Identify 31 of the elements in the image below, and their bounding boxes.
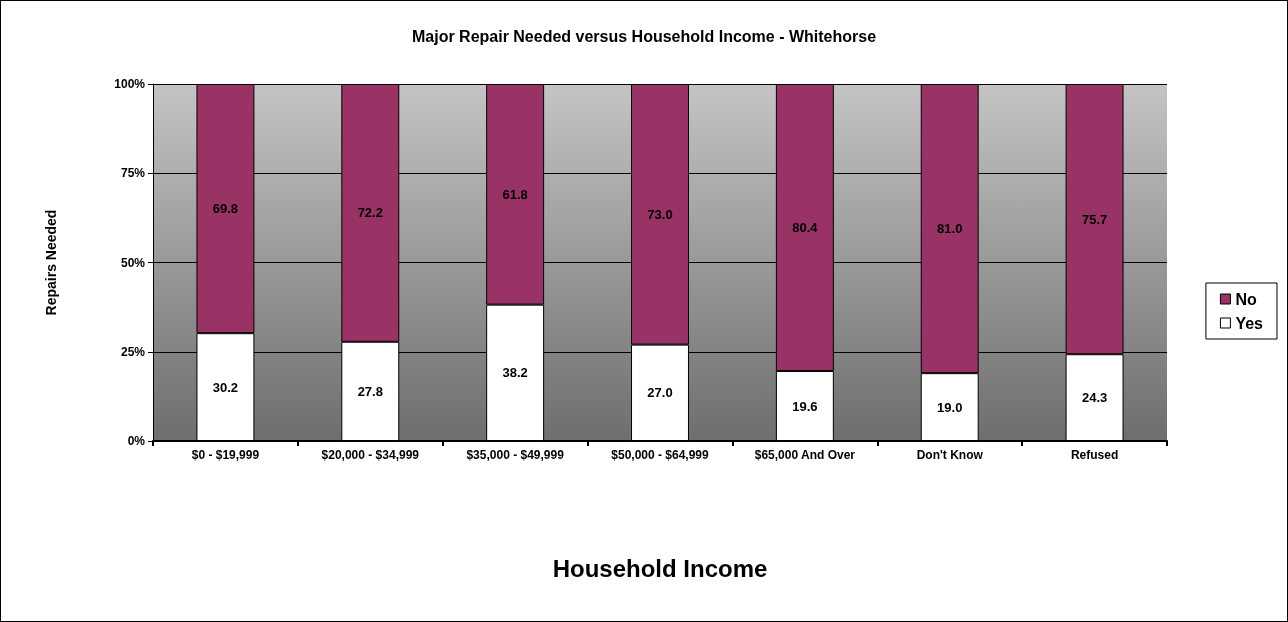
x-tick-label: $0 - $19,999	[191, 448, 260, 462]
data-label: 61.8	[502, 186, 528, 202]
data-label: 30.2	[212, 379, 239, 395]
data-label: 27.0	[647, 385, 673, 401]
data-label: 69.8	[212, 201, 239, 217]
legend-label: Yes	[1235, 314, 1264, 332]
data-label: 81.0	[937, 221, 963, 237]
data-label: 38.2	[502, 365, 528, 381]
x-tick-label: $65,000 And Over	[754, 448, 856, 462]
y-axis-title: Repairs Needed	[43, 209, 59, 316]
y-tick-label: 0%	[127, 434, 146, 448]
x-tick-label: Don't Know	[916, 448, 984, 462]
y-tick-label: 25%	[120, 344, 146, 359]
data-label: 73.0	[647, 206, 673, 222]
chart-title: Major Repair Needed versus Household Income - Whitehorse	[411, 27, 877, 45]
data-label: 24.3	[1081, 390, 1108, 406]
x-tick-label: $50,000 - $64,999	[611, 448, 710, 462]
data-label: 75.7	[1081, 211, 1108, 227]
data-label: 19.6	[792, 398, 818, 414]
y-tick-label: 75%	[120, 166, 146, 181]
y-tick-label: 50%	[120, 255, 146, 270]
data-label: 27.8	[357, 383, 383, 399]
y-tick-label: 100%	[114, 77, 146, 91]
x-axis-title: Household Income	[552, 554, 768, 582]
legend-label: No	[1235, 290, 1257, 308]
x-tick-label: Refused	[1070, 448, 1119, 462]
data-label: 72.2	[357, 205, 383, 221]
x-tick-label: $35,000 - $49,999	[466, 448, 565, 462]
data-label: 80.4	[792, 220, 819, 236]
data-label: 19.0	[937, 399, 963, 415]
x-tick-label: $20,000 - $34,999	[321, 448, 420, 462]
